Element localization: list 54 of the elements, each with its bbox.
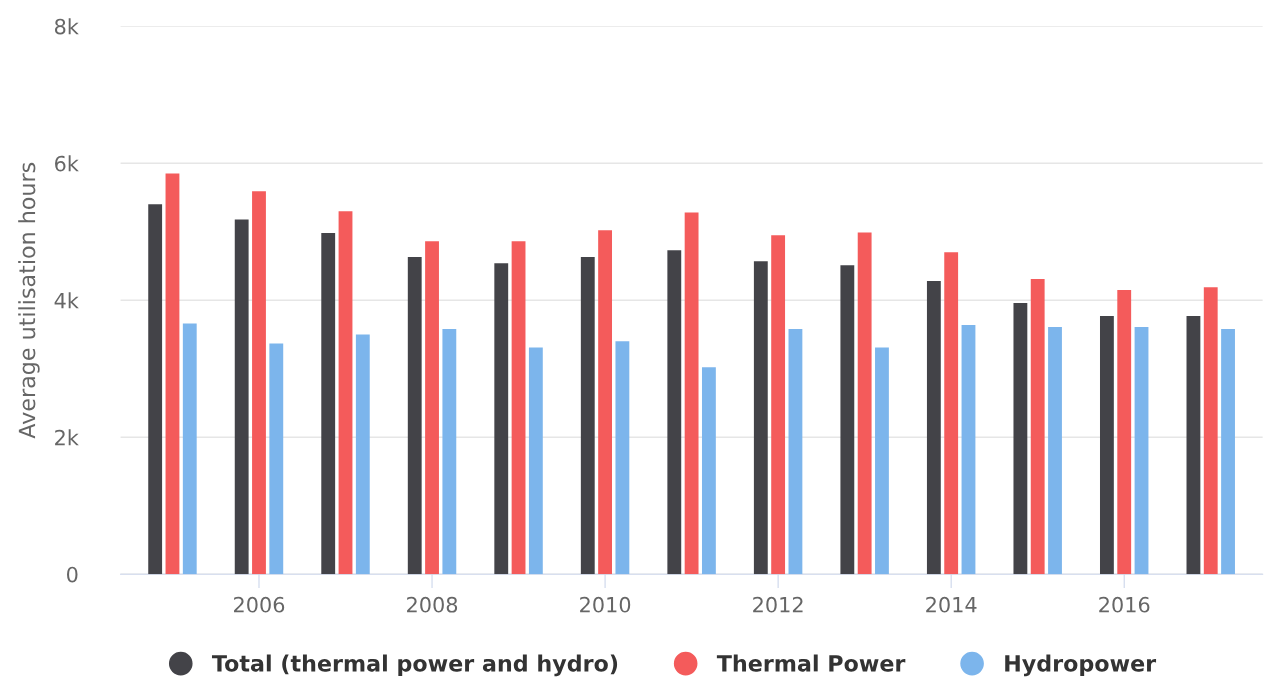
bar [944, 252, 959, 575]
y-tick-label: 4k [54, 292, 79, 309]
bar [961, 324, 976, 575]
bar [701, 367, 716, 575]
legend-label: Hydropower [1005, 654, 1157, 677]
bar [840, 265, 855, 575]
bar [494, 263, 509, 575]
x-tick-label: 2014 [926, 596, 977, 613]
bar [684, 212, 699, 575]
legend-label: Total (thermal power and hydro) [211, 654, 618, 677]
bar [1134, 326, 1149, 575]
bar [1203, 287, 1218, 575]
bar [252, 191, 266, 575]
y-tick-label: 2k [55, 429, 79, 446]
bar [234, 219, 249, 575]
bar [165, 173, 180, 575]
bar [511, 241, 526, 575]
y-tick-label: 6k [55, 155, 79, 172]
y-tick-label: 8k [54, 18, 79, 35]
bar [771, 235, 786, 575]
x-tick-label: 2010 [580, 596, 631, 613]
bar [407, 257, 422, 575]
bar [1013, 302, 1028, 575]
bar [321, 233, 336, 575]
bar [615, 341, 630, 575]
bar [857, 232, 872, 575]
bar [580, 257, 595, 575]
x-tick-label: 2012 [753, 596, 803, 613]
bar [1221, 329, 1235, 575]
y-axis-title: Average utilisation hours [18, 162, 40, 439]
bar [788, 329, 803, 575]
bar [667, 250, 682, 575]
bar [425, 241, 439, 575]
bar [598, 230, 612, 575]
bar [926, 281, 941, 575]
y-tick-label: 0 [67, 566, 78, 583]
bar [269, 343, 284, 575]
bar [875, 347, 889, 575]
bar [528, 347, 543, 575]
bar [1186, 315, 1201, 575]
bar [753, 261, 768, 575]
bar [148, 204, 163, 575]
x-tick-label: 2006 [234, 596, 285, 613]
bar [1099, 315, 1114, 575]
x-tick-label: 2016 [1099, 596, 1150, 613]
bar [1030, 279, 1045, 575]
bar [338, 211, 353, 575]
bar [182, 323, 197, 575]
bar [442, 329, 457, 575]
bar [1048, 326, 1062, 575]
bar [355, 334, 370, 575]
x-tick-label: 2008 [407, 596, 458, 613]
legend-label: Thermal Power [716, 654, 906, 672]
bar [1117, 289, 1132, 575]
